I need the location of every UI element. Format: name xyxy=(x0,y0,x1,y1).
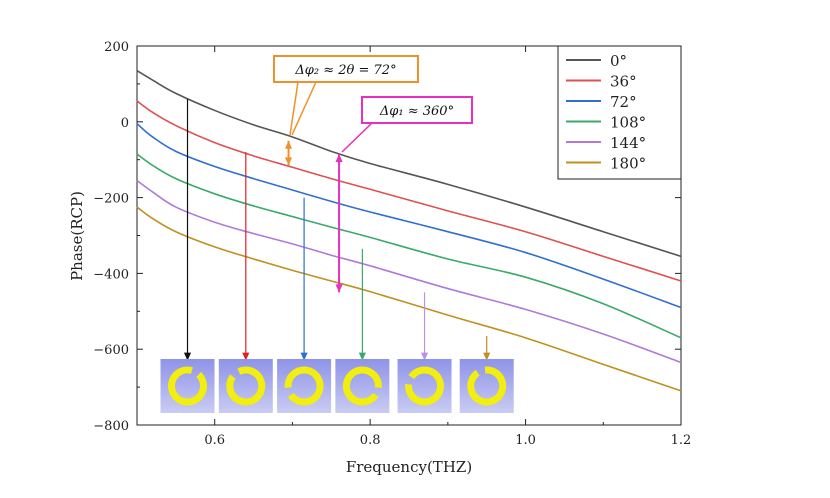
unit-cells xyxy=(160,359,514,413)
series-line-144deg xyxy=(136,179,682,364)
series-lines xyxy=(136,69,682,392)
unit-36-arrow-head xyxy=(242,352,250,361)
unit-cell-72-ring xyxy=(284,366,324,406)
unit-cell-108 xyxy=(335,359,390,413)
legend-label: 36° xyxy=(610,73,637,91)
series-line-36deg xyxy=(136,100,682,282)
delta-phi2-arrow-head-top xyxy=(284,140,293,149)
legend-label: 144° xyxy=(610,134,646,152)
annotation-delta-phi1-box xyxy=(361,96,473,124)
legend-label: 108° xyxy=(610,114,646,132)
unit-cell-72 xyxy=(277,359,332,413)
series-line-180deg xyxy=(136,206,682,392)
annotation-delta-phi2: Δφ₂ ≈ 2θ = 72° xyxy=(273,55,419,136)
legend-box xyxy=(557,45,682,180)
unit-0-arrow-head xyxy=(183,352,192,361)
series-line-0deg xyxy=(136,69,682,258)
y-tick-label: 200 xyxy=(104,40,129,55)
unit-cell-0-ring xyxy=(168,366,207,406)
annotation-delta-phi2-leader xyxy=(289,81,299,136)
y-tick-label: 0 xyxy=(121,116,129,131)
legend-label: 180° xyxy=(610,155,646,173)
y-tick-label: −400 xyxy=(93,267,129,282)
legend-label: 72° xyxy=(610,93,637,111)
series-line-108deg xyxy=(136,153,682,339)
annotation-delta-phi2-text: Δφ₂ ≈ 2θ = 72° xyxy=(294,63,396,78)
x-tick-label: 1.0 xyxy=(515,433,536,448)
unit-cell-108-ring xyxy=(342,366,382,406)
unit-cell-0 xyxy=(160,359,215,413)
unit-cell-144 xyxy=(397,359,452,413)
x-axis-title: Frequency(THZ) xyxy=(346,458,472,476)
y-axis-title: Phase(RCP) xyxy=(68,191,86,281)
delta-phi1-arrow-head xyxy=(335,284,343,293)
annotation-delta-phi2-box xyxy=(273,55,419,83)
unit-cell-180-ring xyxy=(467,366,507,406)
unit-cell-180 xyxy=(459,359,514,413)
delta-phi2-arrow-head xyxy=(284,157,293,166)
annotation-delta-phi1-leader xyxy=(341,122,373,153)
unit-cell-36 xyxy=(218,359,273,413)
unit-cell-36-ring xyxy=(226,366,266,406)
legend-label: 0° xyxy=(610,52,627,70)
annotation-delta-phi1-text: Δφ₁ ≈ 360° xyxy=(379,104,454,119)
annotation-delta-phi1: Δφ₁ ≈ 360° xyxy=(341,96,473,153)
y-tick-label: −800 xyxy=(93,419,129,434)
legend: 0° 36° 72° 108° 144° 180° xyxy=(557,45,682,180)
unit-cell-144-ring xyxy=(405,366,445,406)
unit-108-arrow-head xyxy=(358,352,366,361)
unit-180-arrow-head xyxy=(483,352,491,361)
axis-ticks: 200 0 −200 −400 −600 −800 0.6 0.8 1.0 1.2 xyxy=(93,40,691,448)
y-tick-label: −200 xyxy=(93,192,129,207)
unit-144-arrow-head xyxy=(420,352,429,361)
x-tick-label: 1.2 xyxy=(671,433,692,448)
unit-72-arrow-head xyxy=(300,352,308,361)
x-tick-label: 0.6 xyxy=(204,433,225,448)
x-tick-label: 0.8 xyxy=(360,433,381,448)
delta-phi1-arrow-head-top xyxy=(335,154,343,163)
series-line-72deg xyxy=(136,123,682,309)
y-tick-label: −600 xyxy=(93,343,129,358)
annotation-delta-phi2-pointer xyxy=(291,81,317,136)
arrows xyxy=(183,99,491,361)
